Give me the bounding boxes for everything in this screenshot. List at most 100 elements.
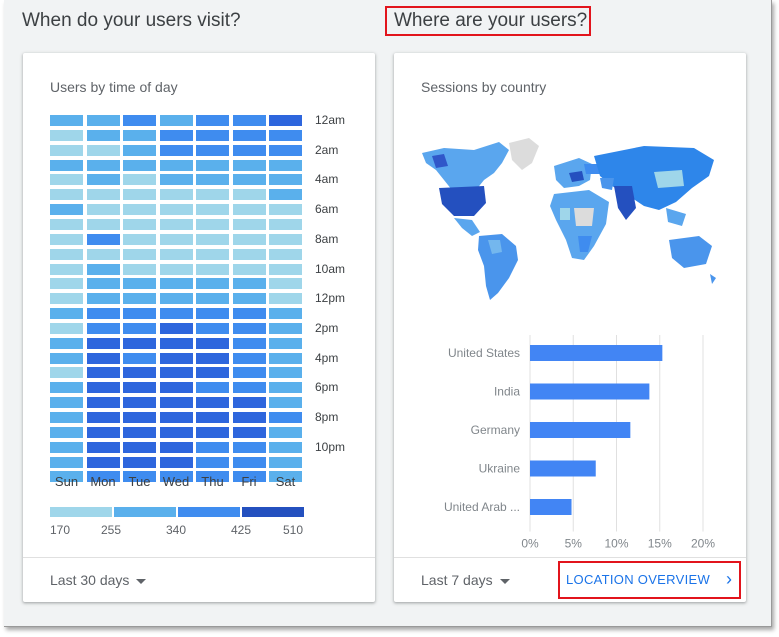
heatmap-cell[interactable] (196, 174, 229, 186)
heatmap-cell[interactable] (232, 263, 266, 275)
heatmap-cell[interactable] (196, 308, 229, 320)
heatmap-cell[interactable] (123, 412, 156, 423)
chevron-right-icon[interactable]: › (726, 569, 732, 589)
heatmap-cell[interactable] (269, 248, 302, 260)
heatmap-cell[interactable] (159, 308, 193, 320)
heatmap-cell[interactable] (159, 441, 193, 453)
asia[interactable] (594, 146, 714, 226)
heatmap-cell[interactable] (232, 218, 266, 230)
heatmap-cell[interactable] (123, 397, 156, 409)
heatmap-cell[interactable] (196, 412, 229, 423)
heatmap-cell[interactable] (159, 263, 193, 275)
world-map[interactable] (414, 128, 724, 303)
heatmap-cell[interactable] (86, 144, 120, 156)
heatmap-cell[interactable] (196, 322, 229, 334)
heatmap-cell[interactable] (159, 174, 193, 186)
heatmap-cell[interactable] (232, 322, 266, 334)
heatmap-cell[interactable] (86, 189, 120, 201)
date-range-dropdown[interactable]: Last 7 days (421, 572, 510, 588)
heatmap-cell[interactable] (50, 471, 83, 483)
heatmap-cell[interactable] (196, 456, 229, 468)
heatmap-cell[interactable] (123, 129, 156, 141)
heatmap-cell[interactable] (232, 189, 266, 201)
heatmap-cell[interactable] (269, 189, 302, 201)
heatmap-cell[interactable] (269, 337, 302, 349)
heatmap-cell[interactable] (269, 129, 302, 141)
heatmap-cell[interactable] (86, 308, 120, 320)
heatmap-cell[interactable] (123, 218, 156, 230)
heatmap-cell[interactable] (269, 308, 302, 320)
heatmap-cell[interactable] (86, 233, 120, 245)
heatmap-cell[interactable] (196, 278, 229, 290)
heatmap-cell[interactable] (232, 426, 266, 438)
heatmap-cell[interactable] (159, 337, 193, 349)
heatmap-cell[interactable] (50, 263, 83, 275)
heatmap-cell[interactable] (50, 293, 83, 305)
heatmap-cell[interactable] (232, 337, 266, 349)
heatmap-cell[interactable] (50, 426, 83, 438)
heatmap-cell[interactable] (86, 426, 120, 438)
heatmap-cell[interactable] (232, 204, 266, 216)
heatmap-cell[interactable] (123, 144, 156, 156)
heatmap-cell[interactable] (269, 441, 302, 453)
heatmap-cell[interactable] (159, 248, 193, 260)
date-range-dropdown[interactable]: Last 30 days (50, 572, 147, 588)
heatmap-cell[interactable] (269, 456, 302, 468)
country-bar[interactable] (530, 383, 650, 400)
heatmap-cell[interactable] (123, 159, 156, 171)
heatmap-cell[interactable] (159, 293, 193, 305)
heatmap-cell[interactable] (123, 441, 156, 453)
country-bar[interactable] (530, 499, 572, 515)
heatmap-cell[interactable] (86, 471, 120, 483)
heatmap-cell[interactable] (86, 397, 120, 409)
heatmap-cell[interactable] (123, 263, 156, 275)
heatmap-cell[interactable] (86, 263, 120, 275)
heatmap-cell[interactable] (86, 248, 120, 260)
heatmap-cell[interactable] (232, 174, 266, 186)
heatmap-cell[interactable] (159, 233, 193, 245)
heatmap-cell[interactable] (232, 382, 266, 394)
north-america[interactable] (422, 142, 509, 236)
heatmap-cell[interactable] (232, 412, 266, 423)
heatmap-cell[interactable] (159, 159, 193, 171)
heatmap-cell[interactable] (159, 352, 193, 364)
heatmap-cell[interactable] (86, 159, 120, 171)
heatmap-cell[interactable] (159, 322, 193, 334)
country-bar[interactable] (530, 345, 663, 361)
heatmap-cell[interactable] (86, 204, 120, 216)
heatmap-cell[interactable] (50, 144, 83, 156)
heatmap-cell[interactable] (269, 278, 302, 290)
heatmap-cell[interactable] (50, 412, 83, 423)
heatmap-cell[interactable] (50, 352, 83, 364)
heatmap-cell[interactable] (50, 129, 83, 141)
heatmap-cell[interactable] (123, 367, 156, 379)
heatmap-cell[interactable] (86, 412, 120, 423)
heatmap-cell[interactable] (86, 218, 120, 230)
heatmap-cell[interactable] (50, 382, 83, 394)
heatmap-cell[interactable] (196, 471, 229, 483)
heatmap-cell[interactable] (123, 308, 156, 320)
heatmap-cell[interactable] (123, 426, 156, 438)
heatmap-cell[interactable] (123, 204, 156, 216)
heatmap-cell[interactable] (232, 233, 266, 245)
heatmap-cell[interactable] (123, 174, 156, 186)
heatmap-cell[interactable] (196, 129, 229, 141)
heatmap-cell[interactable] (232, 115, 266, 126)
heatmap-cell[interactable] (50, 218, 83, 230)
heatmap-cell[interactable] (123, 189, 156, 201)
heatmap-cell[interactable] (232, 397, 266, 409)
heatmap-cell[interactable] (269, 204, 302, 216)
heatmap-cell[interactable] (269, 144, 302, 156)
heatmap-cell[interactable] (232, 248, 266, 260)
heatmap-cell[interactable] (232, 352, 266, 364)
heatmap-cell[interactable] (123, 278, 156, 290)
heatmap-cell[interactable] (196, 337, 229, 349)
heatmap-cell[interactable] (232, 159, 266, 171)
heatmap-cell[interactable] (50, 204, 83, 216)
heatmap-cell[interactable] (269, 382, 302, 394)
heatmap-cell[interactable] (86, 174, 120, 186)
heatmap-cell[interactable] (159, 278, 193, 290)
heatmap-cell[interactable] (86, 293, 120, 305)
heatmap-cell[interactable] (50, 397, 83, 409)
heatmap-cell[interactable] (50, 337, 83, 349)
